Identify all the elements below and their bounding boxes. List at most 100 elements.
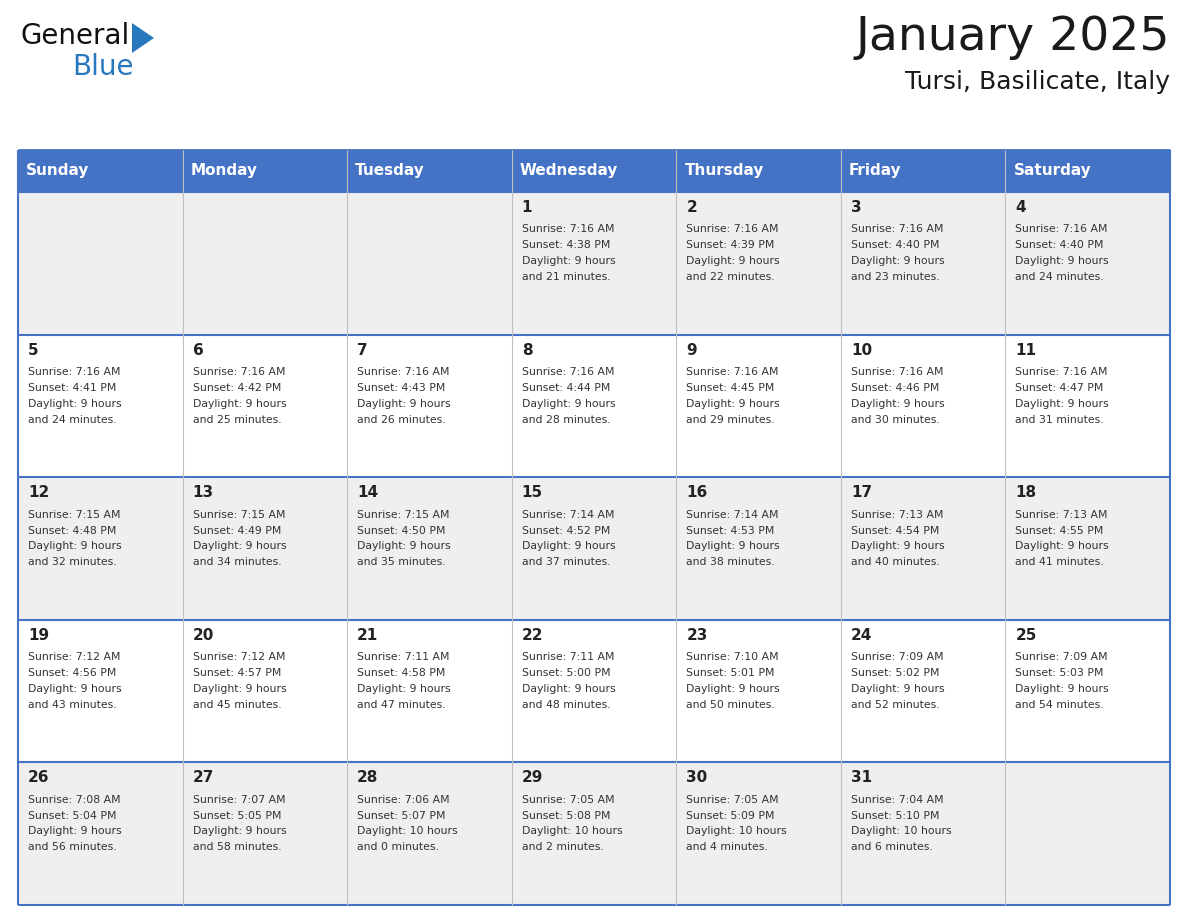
Text: Sunset: 4:50 PM: Sunset: 4:50 PM [358,525,446,535]
Text: and 48 minutes.: and 48 minutes. [522,700,611,710]
Bar [512,192,676,334]
Text: and 52 minutes.: and 52 minutes. [851,700,940,710]
Text: and 50 minutes.: and 50 minutes. [687,700,775,710]
Text: General: General [20,22,129,50]
Bar [841,763,1005,905]
Text: Wednesday: Wednesday [520,163,618,178]
Bar [676,150,841,192]
Text: 27: 27 [192,770,214,786]
Text: Sunday: Sunday [26,163,89,178]
Text: Sunrise: 7:16 AM: Sunrise: 7:16 AM [1016,367,1108,377]
Text: Sunrise: 7:06 AM: Sunrise: 7:06 AM [358,795,450,805]
Bar [1005,334,1170,477]
Text: 30: 30 [687,770,708,786]
Bar [676,620,841,763]
Text: Daylight: 9 hours: Daylight: 9 hours [358,684,450,694]
Bar [676,763,841,905]
Text: 22: 22 [522,628,543,643]
Text: Daylight: 9 hours: Daylight: 9 hours [192,684,286,694]
Text: and 4 minutes.: and 4 minutes. [687,843,767,852]
Text: Sunrise: 7:09 AM: Sunrise: 7:09 AM [851,653,943,662]
Text: Daylight: 9 hours: Daylight: 9 hours [687,398,779,409]
Text: and 43 minutes.: and 43 minutes. [29,700,116,710]
Bar [512,620,676,763]
Text: 19: 19 [29,628,49,643]
Text: Sunset: 5:01 PM: Sunset: 5:01 PM [687,668,775,678]
Text: Daylight: 9 hours: Daylight: 9 hours [522,256,615,266]
Text: Sunset: 4:56 PM: Sunset: 4:56 PM [29,668,116,678]
Text: Sunrise: 7:15 AM: Sunrise: 7:15 AM [192,509,285,520]
Bar [1005,763,1170,905]
Text: Sunrise: 7:16 AM: Sunrise: 7:16 AM [851,367,943,377]
Text: and 58 minutes.: and 58 minutes. [192,843,282,852]
Text: Sunset: 4:44 PM: Sunset: 4:44 PM [522,383,611,393]
Text: Daylight: 9 hours: Daylight: 9 hours [687,684,779,694]
Text: 1: 1 [522,200,532,215]
Text: Daylight: 9 hours: Daylight: 9 hours [851,398,944,409]
Text: Sunrise: 7:16 AM: Sunrise: 7:16 AM [1016,225,1108,234]
Bar [18,334,183,477]
Bar [841,150,1005,192]
Bar [18,620,183,763]
Text: and 31 minutes.: and 31 minutes. [1016,415,1104,424]
Text: Daylight: 9 hours: Daylight: 9 hours [358,542,450,552]
Text: and 0 minutes.: and 0 minutes. [358,843,440,852]
Text: Sunset: 4:49 PM: Sunset: 4:49 PM [192,525,280,535]
Text: Monday: Monday [191,163,258,178]
Text: Daylight: 10 hours: Daylight: 10 hours [687,826,786,836]
Text: Sunrise: 7:15 AM: Sunrise: 7:15 AM [29,509,120,520]
Bar [18,192,183,334]
Text: Sunrise: 7:10 AM: Sunrise: 7:10 AM [687,653,779,662]
Text: Sunrise: 7:14 AM: Sunrise: 7:14 AM [687,509,779,520]
Text: Sunrise: 7:16 AM: Sunrise: 7:16 AM [29,367,120,377]
Text: and 2 minutes.: and 2 minutes. [522,843,604,852]
Text: 6: 6 [192,342,203,358]
Bar [1005,620,1170,763]
Text: 13: 13 [192,486,214,500]
Text: Daylight: 9 hours: Daylight: 9 hours [1016,398,1110,409]
Text: and 25 minutes.: and 25 minutes. [192,415,282,424]
Text: Sunset: 5:08 PM: Sunset: 5:08 PM [522,811,611,821]
Text: and 23 minutes.: and 23 minutes. [851,272,940,282]
Text: Sunrise: 7:16 AM: Sunrise: 7:16 AM [522,225,614,234]
Text: Daylight: 9 hours: Daylight: 9 hours [1016,256,1110,266]
Text: 10: 10 [851,342,872,358]
Text: and 47 minutes.: and 47 minutes. [358,700,446,710]
Bar [1005,192,1170,334]
Text: Sunset: 4:41 PM: Sunset: 4:41 PM [29,383,116,393]
Text: Daylight: 9 hours: Daylight: 9 hours [29,542,121,552]
Text: Daylight: 9 hours: Daylight: 9 hours [687,542,779,552]
Text: and 32 minutes.: and 32 minutes. [29,557,116,567]
Text: Sunrise: 7:13 AM: Sunrise: 7:13 AM [851,509,943,520]
Text: Friday: Friday [849,163,902,178]
Text: Daylight: 10 hours: Daylight: 10 hours [851,826,952,836]
Text: Sunrise: 7:12 AM: Sunrise: 7:12 AM [192,653,285,662]
Text: Sunrise: 7:05 AM: Sunrise: 7:05 AM [522,795,614,805]
Text: Daylight: 9 hours: Daylight: 9 hours [687,256,779,266]
Text: 16: 16 [687,486,708,500]
Text: 11: 11 [1016,342,1036,358]
Bar [676,477,841,620]
Text: Sunset: 4:46 PM: Sunset: 4:46 PM [851,383,940,393]
Text: Blue: Blue [72,53,133,81]
Bar [841,334,1005,477]
Text: and 28 minutes.: and 28 minutes. [522,415,611,424]
Text: Sunset: 4:52 PM: Sunset: 4:52 PM [522,525,611,535]
Text: Saturday: Saturday [1013,163,1092,178]
Text: Daylight: 10 hours: Daylight: 10 hours [522,826,623,836]
Bar [347,192,512,334]
Text: Sunset: 4:45 PM: Sunset: 4:45 PM [687,383,775,393]
Text: Daylight: 9 hours: Daylight: 9 hours [522,398,615,409]
Text: 21: 21 [358,628,379,643]
Bar [841,192,1005,334]
Text: Sunset: 5:10 PM: Sunset: 5:10 PM [851,811,940,821]
Text: Sunrise: 7:15 AM: Sunrise: 7:15 AM [358,509,449,520]
Text: Sunset: 4:38 PM: Sunset: 4:38 PM [522,241,611,251]
Bar [347,763,512,905]
Text: and 21 minutes.: and 21 minutes. [522,272,611,282]
Text: Sunset: 4:53 PM: Sunset: 4:53 PM [687,525,775,535]
Text: Sunrise: 7:05 AM: Sunrise: 7:05 AM [687,795,779,805]
Bar [347,150,512,192]
Text: Thursday: Thursday [684,163,764,178]
Text: Daylight: 9 hours: Daylight: 9 hours [192,542,286,552]
